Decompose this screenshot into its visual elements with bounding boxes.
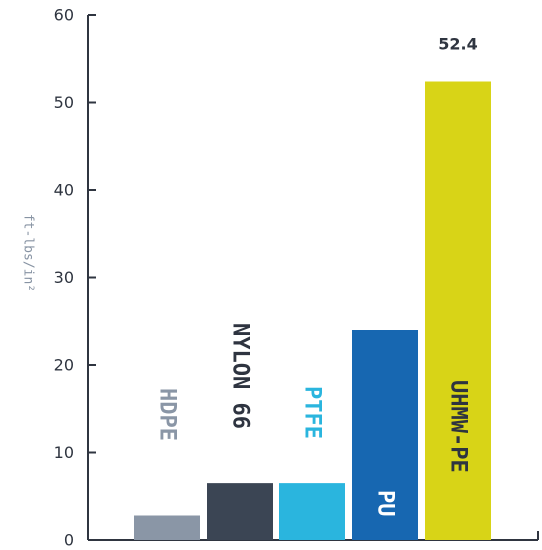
bar [279,483,345,540]
bar-labels: HDPE NYLON 66 PTFE PU UHMW-PE [155,323,471,517]
bar-category-label: UHMW-PE [446,380,471,473]
y-tick-label: 10 [54,443,74,462]
y-tick-label: 0 [64,531,74,550]
y-tick-label: 30 [54,268,74,287]
bar [207,483,273,540]
y-axis-label: ft-lbs/in² [21,214,36,292]
bar [352,330,418,540]
bar-category-label: PU [373,490,398,517]
value-labels: 52.4 [438,35,477,54]
bar-category-label: PTFE [300,386,325,439]
bar [425,81,491,540]
bar-category-label: NYLON 66 [228,323,253,429]
y-tick-label: 20 [54,356,74,375]
bar-value-label: 52.4 [438,35,477,54]
y-tick-label: 40 [54,181,74,200]
bar-category-label: HDPE [155,388,180,441]
bar [134,515,200,540]
y-ticks: 0 10 20 30 40 50 60 [54,6,96,550]
y-tick-label: 50 [54,93,74,112]
bars [134,81,491,540]
y-tick-label: 60 [54,6,74,25]
